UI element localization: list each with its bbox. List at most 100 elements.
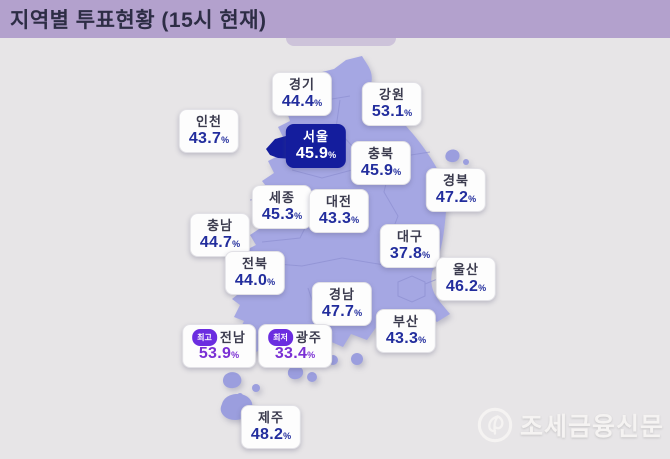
percent-sign: % — [404, 108, 413, 118]
region-card-header: 강원 — [372, 87, 412, 103]
region-name: 대구 — [397, 229, 423, 244]
percent-sign: % — [307, 350, 316, 360]
region-value: 45.3 — [261, 206, 295, 223]
region-value-row: 44.0% — [235, 272, 275, 291]
region-card-jeonnam: 최고 전남 53.9% — [182, 324, 256, 368]
region-value-row: 45.9% — [361, 162, 401, 181]
region-name: 경북 — [443, 173, 469, 188]
region-value-row: 53.1% — [372, 103, 412, 122]
south-island — [252, 384, 260, 392]
percent-sign: % — [231, 350, 240, 360]
region-card-sejong: 세종 45.3% — [251, 185, 313, 229]
region-value-row: 46.2% — [446, 278, 486, 297]
region-value-row: 44.4% — [282, 93, 322, 112]
region-value-row: 33.4% — [268, 345, 322, 364]
region-name: 충남 — [207, 218, 233, 233]
percent-sign: % — [418, 335, 427, 345]
south-island — [237, 393, 243, 399]
percent-sign: % — [267, 277, 276, 287]
south-island — [287, 365, 304, 380]
region-value-row: 37.8% — [390, 245, 430, 264]
region-value-row: 44.7% — [200, 234, 240, 253]
region-card-header: 충북 — [361, 146, 401, 162]
region-value: 45.9 — [295, 145, 329, 162]
region-card-busan: 부산 43.3% — [375, 309, 437, 353]
region-value: 53.9 — [198, 345, 232, 362]
south-island — [222, 372, 242, 389]
page-title: 지역별 투표현황 (15시 현재) — [10, 9, 267, 32]
percent-sign: % — [478, 283, 487, 293]
region-value-row: 47.2% — [436, 189, 476, 208]
publisher-name: 조세금융신문 — [520, 413, 665, 441]
region-value: 45.9 — [360, 162, 394, 179]
region-value: 53.1 — [371, 103, 405, 120]
region-value: 48.2 — [250, 426, 284, 443]
east-island-ulleungdo — [445, 149, 460, 163]
region-card-header: 경북 — [436, 173, 476, 189]
region-name: 충북 — [368, 146, 394, 161]
region-card-ulsan: 울산 46.2% — [435, 257, 497, 301]
region-card-header: 전북 — [235, 256, 275, 272]
region-card-header: 제주 — [251, 410, 291, 426]
region-card-header: 경기 — [282, 77, 322, 93]
percent-sign: % — [232, 239, 241, 249]
region-value-row: 43.3% — [319, 210, 359, 229]
region-name: 울산 — [453, 262, 479, 277]
region-value-row: 45.3% — [262, 206, 302, 225]
region-card-header: 최고 전남 — [192, 329, 246, 346]
region-value: 37.8 — [389, 245, 423, 262]
region-card-gyeongnam: 경남 47.7% — [311, 282, 373, 326]
region-value: 44.7 — [199, 234, 233, 251]
region-card-chungbuk: 충북 45.9% — [350, 141, 412, 185]
region-card-gyeonggi: 경기 44.4% — [271, 72, 333, 116]
region-card-header: 대구 — [390, 229, 430, 245]
percent-sign: % — [283, 431, 292, 441]
region-card-header: 최저 광주 — [268, 329, 322, 346]
region-card-header: 경남 — [322, 287, 362, 303]
region-name: 부산 — [393, 314, 419, 329]
region-value-row: 53.9% — [192, 345, 246, 364]
region-card-header: 서울 — [296, 129, 336, 145]
header-bar: 지역별 투표현황 (15시 현재) — [0, 0, 670, 38]
region-value: 46.2 — [445, 278, 479, 295]
region-card-header: 인천 — [189, 114, 229, 130]
region-name: 대전 — [326, 194, 352, 209]
region-name: 경남 — [329, 287, 355, 302]
region-name: 서울 — [303, 129, 329, 144]
east-island-dokdo — [463, 159, 469, 165]
percent-sign: % — [314, 98, 323, 108]
region-name: 전북 — [242, 256, 268, 271]
percent-sign: % — [351, 215, 360, 225]
region-value: 44.0 — [234, 272, 268, 289]
region-value: 47.2 — [435, 189, 469, 206]
extreme-badge: 최저 — [268, 329, 293, 346]
region-card-header: 울산 — [446, 262, 486, 278]
percent-sign: % — [328, 150, 337, 160]
region-card-gangwon: 강원 53.1% — [361, 82, 423, 126]
region-value: 33.4 — [274, 345, 308, 362]
region-value: 47.7 — [321, 303, 355, 320]
region-card-incheon: 인천 43.7% — [178, 109, 240, 153]
region-card-jeju: 제주 48.2% — [240, 405, 302, 449]
region-card-header: 대전 — [319, 194, 359, 210]
region-value-row: 47.7% — [322, 303, 362, 322]
region-value-row: 43.3% — [386, 330, 426, 349]
publisher-watermark: 조세금융신문 — [476, 406, 664, 444]
south-island — [351, 353, 363, 365]
region-card-header: 충남 — [200, 218, 240, 234]
region-value: 43.7 — [188, 130, 222, 147]
region-card-gwangju: 최저 광주 33.4% — [258, 324, 332, 368]
region-card-gyeongbuk: 경북 47.2% — [425, 168, 487, 212]
region-name: 전남 — [219, 330, 246, 345]
percent-sign: % — [393, 167, 402, 177]
region-card-chungnam: 충남 44.7% — [189, 213, 251, 257]
percent-sign: % — [354, 308, 363, 318]
percent-sign: % — [422, 250, 431, 260]
region-value-row: 48.2% — [251, 426, 291, 445]
region-name: 경기 — [289, 77, 315, 92]
region-card-header: 세종 — [262, 190, 302, 206]
region-name: 제주 — [258, 410, 284, 425]
region-value: 44.4 — [281, 93, 315, 110]
